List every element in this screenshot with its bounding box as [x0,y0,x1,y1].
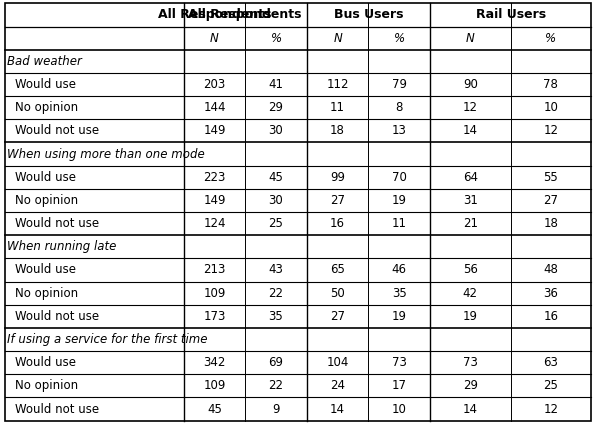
Text: 41: 41 [269,78,284,91]
Text: 27: 27 [330,310,345,323]
Text: 46: 46 [392,263,406,276]
Text: 144: 144 [203,101,226,114]
Text: 12: 12 [544,124,558,137]
Text: 69: 69 [269,356,284,369]
Text: 124: 124 [203,217,226,230]
Text: 149: 149 [203,194,226,207]
Text: 21: 21 [462,217,478,230]
Text: 35: 35 [392,287,406,300]
Text: 10: 10 [544,101,558,114]
Text: 342: 342 [203,356,226,369]
Text: 27: 27 [330,194,345,207]
Text: 11: 11 [392,217,406,230]
Text: 35: 35 [269,310,283,323]
Text: 109: 109 [203,379,226,392]
Text: 9: 9 [272,402,280,416]
Text: Would not use: Would not use [15,402,100,416]
Text: 99: 99 [330,171,345,184]
Text: 70: 70 [392,171,406,184]
Text: 29: 29 [462,379,478,392]
Text: 112: 112 [327,78,349,91]
Text: 45: 45 [269,171,284,184]
Text: 14: 14 [330,402,345,416]
Text: 90: 90 [463,78,478,91]
Text: If using a service for the first time: If using a service for the first time [7,333,207,346]
Text: Would not use: Would not use [15,217,100,230]
Text: 11: 11 [330,101,345,114]
Text: 104: 104 [327,356,349,369]
Text: 30: 30 [269,124,283,137]
Text: 48: 48 [544,263,558,276]
Text: 109: 109 [203,287,226,300]
Text: Would use: Would use [15,263,76,276]
Text: Would not use: Would not use [15,124,100,137]
Text: 8: 8 [396,101,403,114]
Text: 24: 24 [330,379,345,392]
Text: 25: 25 [544,379,558,392]
Text: 223: 223 [203,171,226,184]
Text: 14: 14 [462,124,478,137]
Text: Bus Users: Bus Users [334,8,403,22]
Text: 65: 65 [330,263,345,276]
Text: 19: 19 [462,310,478,323]
Text: %: % [545,32,557,45]
Text: N: N [333,32,342,45]
Text: 18: 18 [330,124,345,137]
Text: 31: 31 [463,194,478,207]
Text: 12: 12 [462,101,478,114]
Text: 22: 22 [269,287,284,300]
Text: Would use: Would use [15,356,76,369]
Text: No opinion: No opinion [15,101,79,114]
Text: 149: 149 [203,124,226,137]
Text: 42: 42 [462,287,478,300]
Text: 29: 29 [269,101,284,114]
Text: 73: 73 [463,356,478,369]
Text: 10: 10 [392,402,406,416]
Text: 55: 55 [544,171,558,184]
Text: 73: 73 [392,356,406,369]
Text: Rail Users: Rail Users [476,8,546,22]
Text: 13: 13 [392,124,406,137]
Text: 22: 22 [269,379,284,392]
Text: 50: 50 [330,287,345,300]
Text: 19: 19 [392,194,406,207]
Text: 45: 45 [207,402,222,416]
Text: No opinion: No opinion [15,194,79,207]
Text: %: % [393,32,405,45]
Text: %: % [271,32,281,45]
Text: 18: 18 [544,217,558,230]
Text: 213: 213 [203,263,226,276]
Text: All Respondents: All Respondents [158,8,271,22]
Text: N: N [210,32,219,45]
Text: 27: 27 [544,194,558,207]
Text: Would use: Would use [15,171,76,184]
Text: 25: 25 [269,217,284,230]
Text: 63: 63 [544,356,558,369]
Text: No opinion: No opinion [15,287,79,300]
Text: Would use: Would use [15,78,76,91]
Text: 19: 19 [392,310,406,323]
Text: 173: 173 [203,310,226,323]
Text: 79: 79 [392,78,406,91]
Text: 64: 64 [462,171,478,184]
Text: All Respondents: All Respondents [188,8,302,22]
Text: N: N [466,32,474,45]
Text: 43: 43 [269,263,284,276]
Text: 203: 203 [203,78,225,91]
Text: Bad weather: Bad weather [7,55,82,68]
Text: No opinion: No opinion [15,379,79,392]
Text: 30: 30 [269,194,283,207]
Text: 16: 16 [544,310,558,323]
Text: 12: 12 [544,402,558,416]
Text: 56: 56 [463,263,478,276]
Text: 78: 78 [544,78,558,91]
Text: When using more than one mode: When using more than one mode [7,148,205,161]
Text: 16: 16 [330,217,345,230]
Text: 36: 36 [544,287,558,300]
Text: When running late: When running late [7,240,117,253]
Text: Would not use: Would not use [15,310,100,323]
Text: 14: 14 [462,402,478,416]
Text: 17: 17 [392,379,406,392]
